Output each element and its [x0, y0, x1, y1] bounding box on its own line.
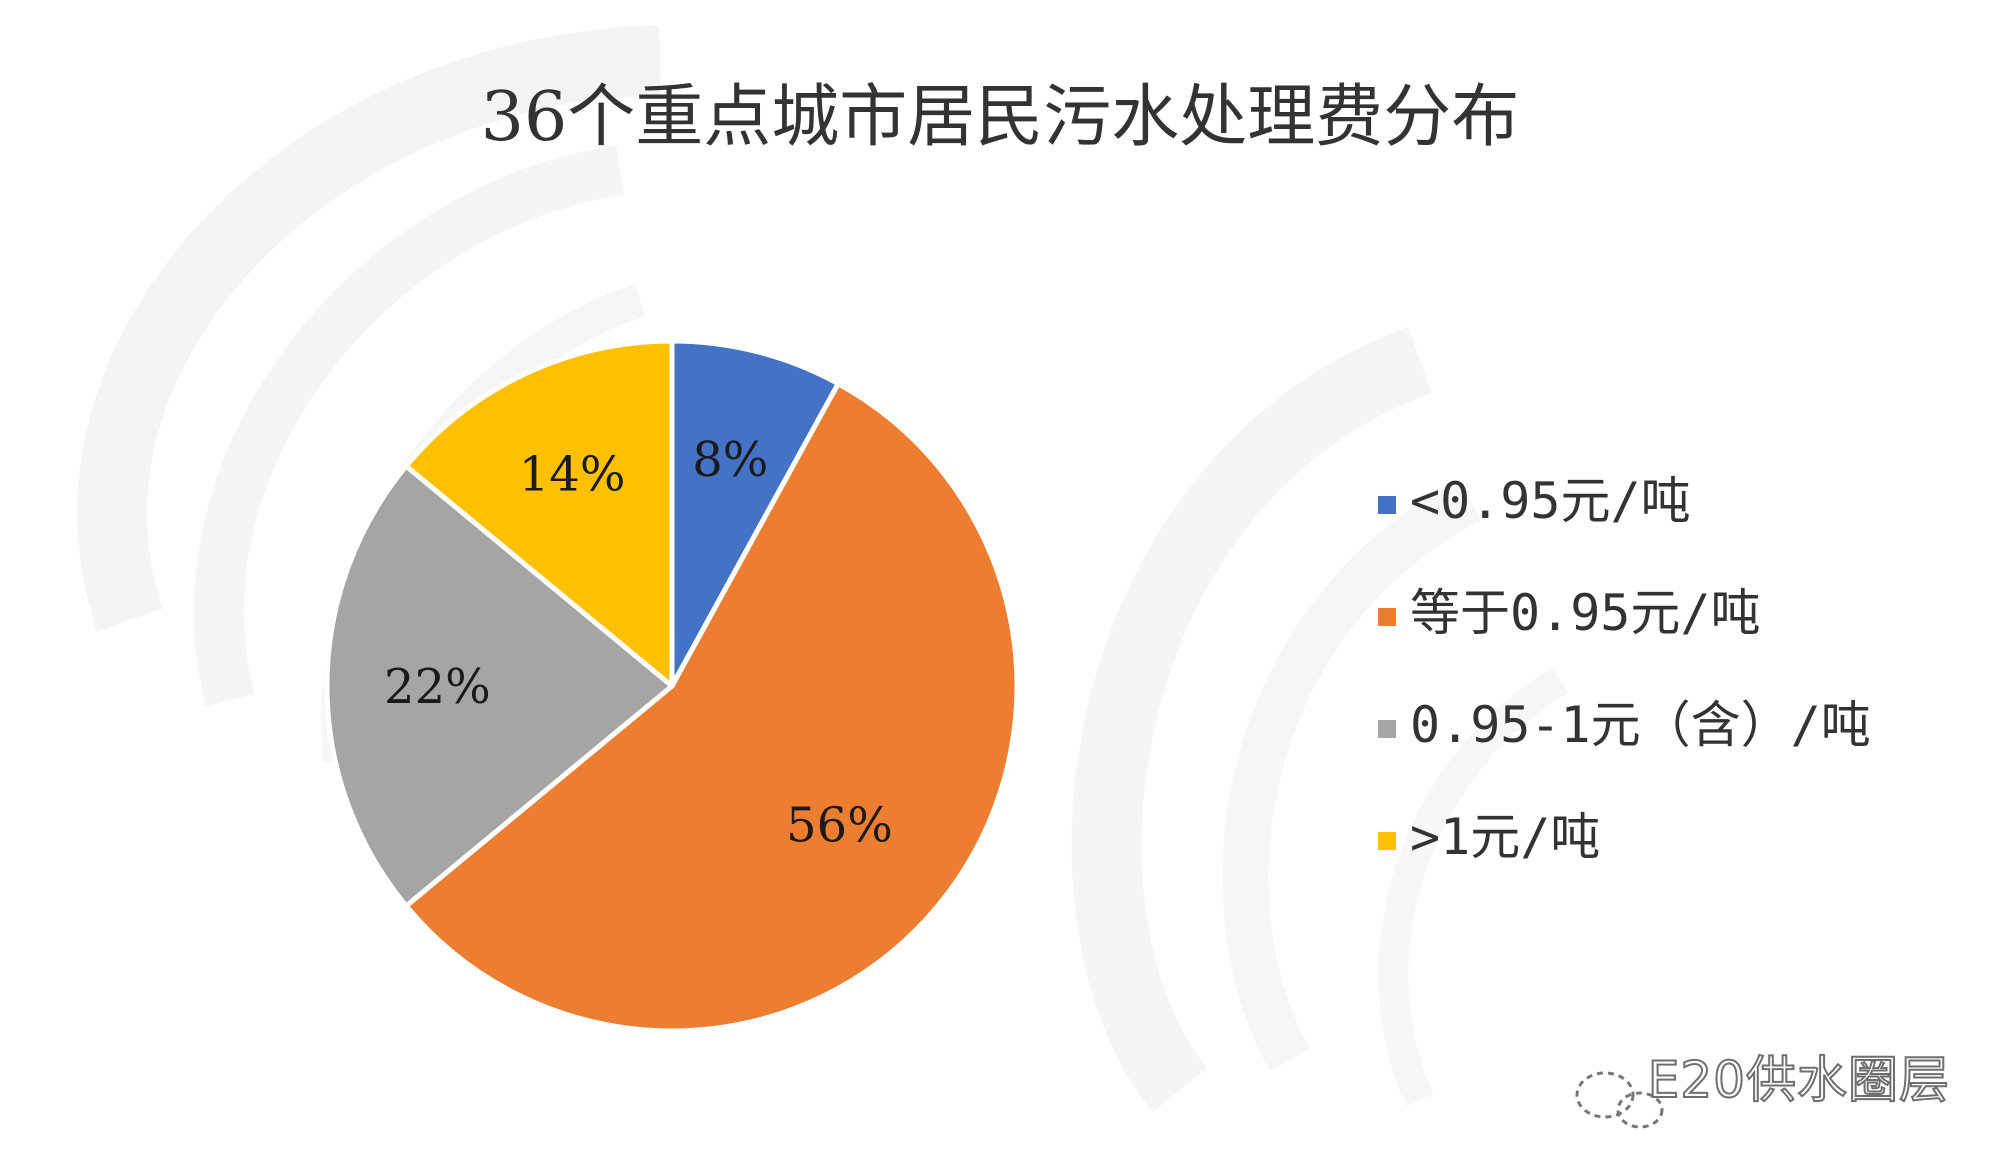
pie-slices	[324, 338, 1020, 1034]
legend-label: >1元/吨	[1410, 808, 1600, 866]
pie-data-labels: 8% 56% 22% 14%	[384, 432, 893, 854]
legend-swatch	[1378, 720, 1396, 738]
legend-label: 等于0.95元/吨	[1410, 584, 1761, 642]
legend-swatch	[1378, 832, 1396, 850]
pie-data-label: 14%	[519, 447, 626, 503]
pie-data-label: 22%	[384, 659, 491, 715]
pie-slice	[669, 338, 841, 689]
pie-slice	[324, 463, 675, 909]
chat-bubble-logo-icon	[1575, 1071, 1664, 1129]
pie-data-label: 8%	[692, 432, 768, 488]
legend-swatch	[1378, 496, 1396, 514]
pie-slice	[403, 381, 1020, 1034]
pie-data-label: 56%	[786, 798, 893, 854]
legend-label: <0.95元/吨	[1410, 472, 1691, 530]
pie-slice	[403, 338, 675, 689]
watermark-text: E20供水圈层	[1647, 1050, 1950, 1110]
chart-title: 36个重点城市居民污水处理费分布	[481, 78, 1520, 157]
legend-label: 0.95-1元（含）/吨	[1410, 696, 1871, 754]
legend-swatch	[1378, 608, 1396, 626]
